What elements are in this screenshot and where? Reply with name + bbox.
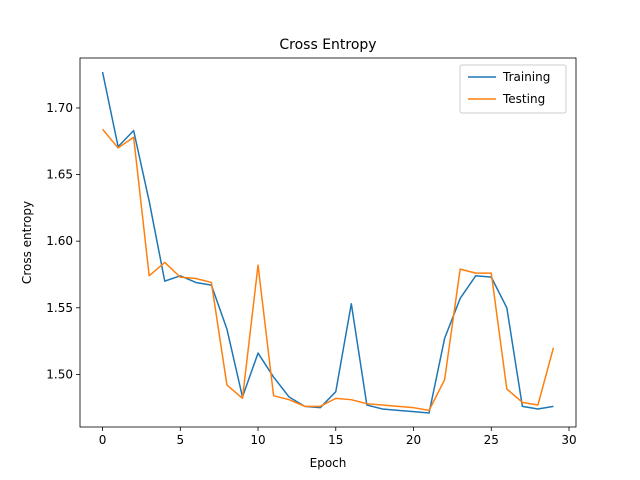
y-tick-label: 1.50 [46, 367, 73, 381]
y-tick-label: 1.55 [46, 301, 73, 315]
legend: Training Testing [459, 64, 567, 114]
y-tick-label: 1.60 [46, 234, 73, 248]
x-tick-label: 30 [561, 433, 576, 447]
y-axis: 1.50 1.55 1.60 1.65 1.70 [46, 101, 80, 381]
x-tick-label: 15 [328, 433, 343, 447]
x-tick-label: 10 [250, 433, 265, 447]
x-axis: 0 5 10 15 20 25 30 [99, 427, 577, 447]
y-tick-label: 1.65 [46, 168, 73, 182]
chart-title: Cross Entropy [279, 37, 376, 53]
legend-label-training: Training [502, 70, 550, 84]
x-axis-label: Epoch [310, 456, 347, 470]
x-tick-label: 5 [176, 433, 184, 447]
y-axis-label: Cross entropy [20, 201, 34, 284]
training-series-line [101, 71, 554, 414]
axes-frame [79, 57, 577, 428]
legend-label-testing: Testing [502, 92, 545, 106]
x-tick-label: 20 [406, 433, 421, 447]
plot-area [101, 71, 555, 414]
x-tick-label: 25 [484, 433, 499, 447]
testing-series-line [101, 128, 555, 412]
x-tick-label: 0 [99, 433, 107, 447]
y-tick-label: 1.70 [46, 101, 73, 115]
